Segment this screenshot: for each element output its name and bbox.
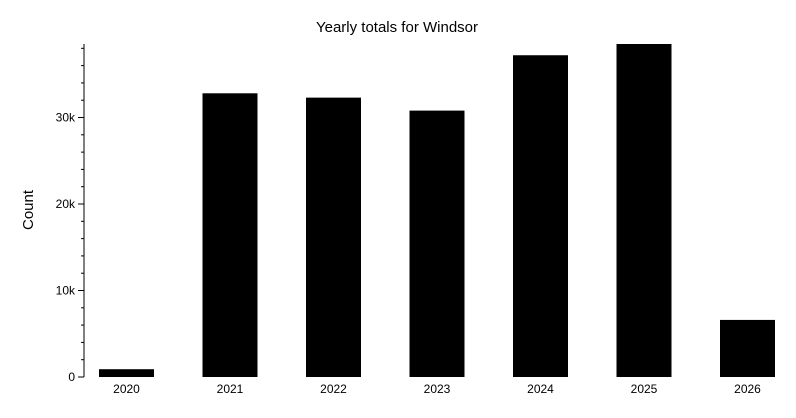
bar-2020: [99, 369, 154, 377]
x-tick-label: 2022: [320, 382, 347, 396]
bar-2023: [409, 110, 465, 377]
bar-2021: [202, 93, 258, 377]
bar-2024: [513, 55, 568, 378]
x-tick-label: 2020: [113, 382, 140, 396]
y-axis-label: Count: [20, 189, 37, 230]
x-axis-labels: 2020 2021 2022 2023 2024 2025 2026: [113, 382, 761, 396]
bars: [99, 44, 775, 378]
x-tick-label: 2024: [527, 382, 554, 396]
bar-2026: [720, 319, 775, 377]
x-tick-label: 2021: [217, 382, 244, 396]
x-tick-label: 2025: [631, 382, 658, 396]
y-tick-label: 30k: [56, 111, 76, 125]
y-axis-ticks: 0 10k 20k 30k: [56, 47, 84, 384]
bar-2022: [306, 97, 361, 377]
chart-title: Yearly totals for Windsor: [316, 19, 478, 36]
y-tick-label: 10k: [56, 284, 76, 298]
y-tick-label: 20k: [56, 197, 76, 211]
x-tick-label: 2023: [424, 382, 451, 396]
x-tick-label: 2026: [734, 382, 761, 396]
bar-2025: [616, 44, 672, 377]
y-tick-label: 0: [68, 370, 75, 384]
